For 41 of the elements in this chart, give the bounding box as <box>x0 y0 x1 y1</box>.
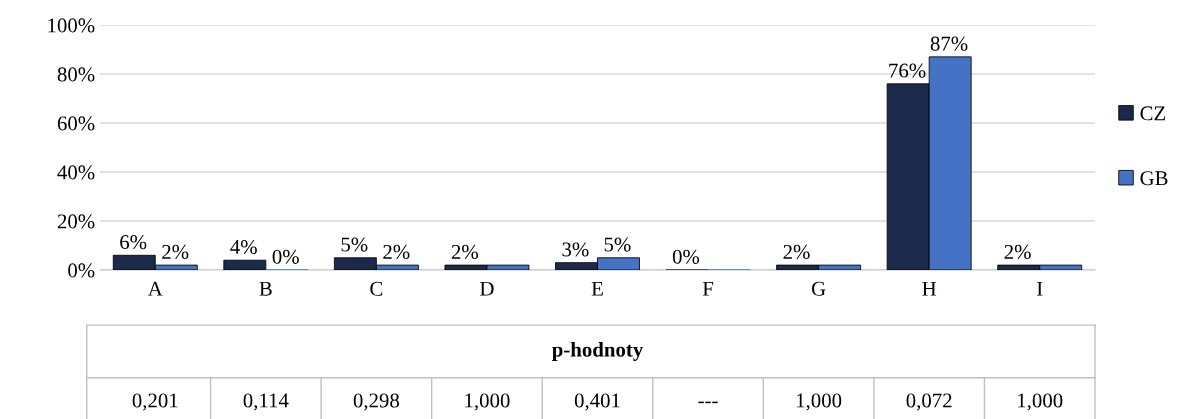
legend-label: GB <box>1140 171 1168 186</box>
data-label: 5% <box>604 237 631 252</box>
x-tick-label: G <box>811 281 826 296</box>
x-tick-label: D <box>480 281 494 296</box>
data-label: 6% <box>120 235 147 250</box>
data-label: 2% <box>451 244 479 259</box>
x-tick-label: A <box>147 281 163 296</box>
text: 1,000 <box>1018 393 1063 411</box>
data-label: 2% <box>1004 244 1031 259</box>
x-tick-label: C <box>370 281 383 296</box>
text: 1,000 <box>797 393 842 411</box>
y-tick-label: 40% <box>57 165 95 180</box>
data-label: 0% <box>672 249 700 264</box>
y-tick-label: 60% <box>57 116 95 131</box>
text: 0,114 <box>243 393 289 411</box>
x-tick-label: F <box>702 281 714 296</box>
x-tick-label: B <box>259 281 272 296</box>
data-label: 5% <box>341 237 368 252</box>
data-label: 87% <box>930 36 968 51</box>
legend-label: CZ <box>1140 106 1166 121</box>
x-tick-label: H <box>922 281 937 296</box>
data-label: 2% <box>162 244 189 259</box>
y-tick-label: 20% <box>57 214 95 229</box>
y-tick-label: 100% <box>48 18 95 33</box>
text: p-hodnoty <box>552 341 644 361</box>
data-label: 2% <box>783 244 810 259</box>
data-label: 3% <box>562 242 589 257</box>
y-tick-label: 80% <box>57 67 95 82</box>
text: 0,072 <box>906 393 952 411</box>
data-label: 2% <box>383 244 410 259</box>
text: --- <box>698 401 718 404</box>
x-tick-label: E <box>591 281 603 296</box>
text: 0,298 <box>353 393 400 411</box>
x-tick-label: I <box>1037 281 1043 296</box>
text: 1,000 <box>465 393 510 411</box>
data-label: 4% <box>230 239 257 255</box>
text: 0,201 <box>132 393 178 411</box>
text: 0,401 <box>574 393 620 411</box>
data-label: 0% <box>272 249 299 264</box>
data-label: 76% <box>889 63 926 78</box>
y-tick-label: 0% <box>68 263 95 278</box>
